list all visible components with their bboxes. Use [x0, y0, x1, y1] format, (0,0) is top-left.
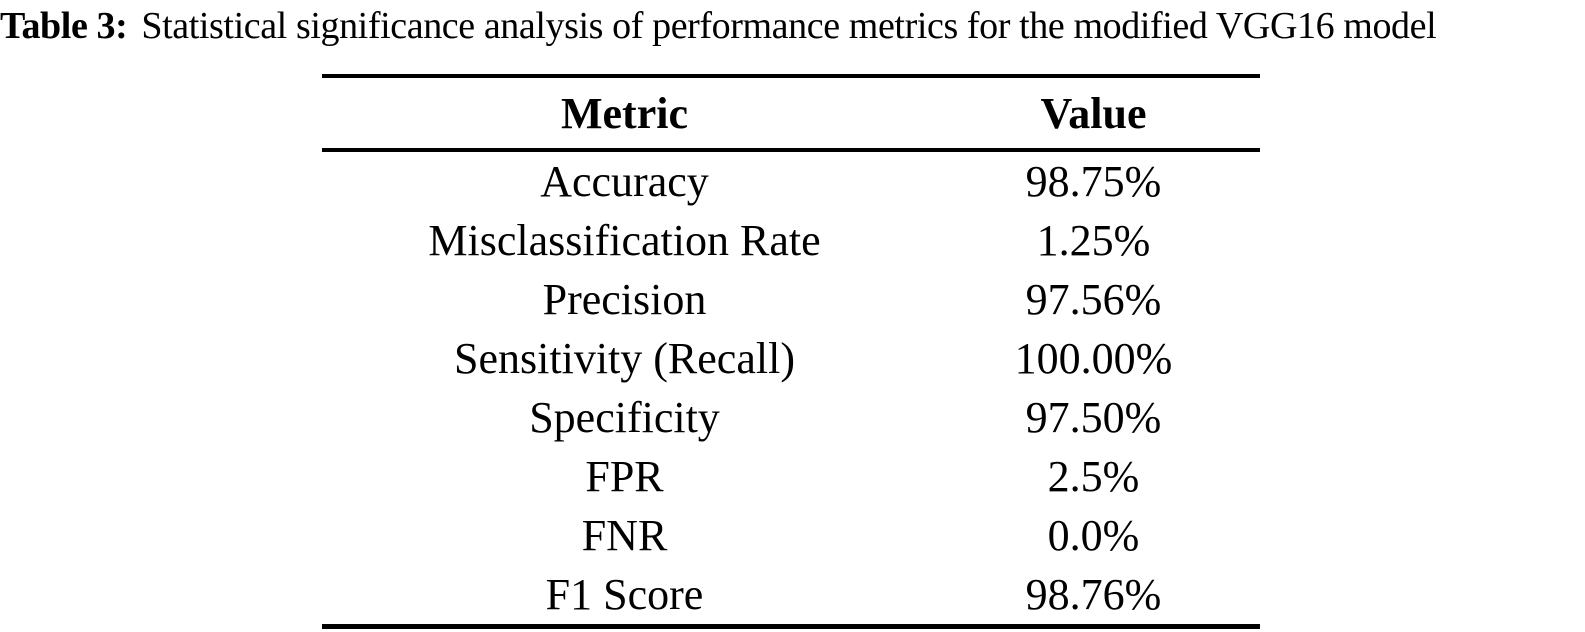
value-cell: 100.00%: [1014, 334, 1173, 383]
value-cell: 1.25%: [1036, 216, 1151, 265]
column-header-value: Value: [927, 76, 1260, 152]
metric-cell: Specificity: [529, 393, 720, 442]
value-cell: 98.76%: [1025, 570, 1162, 619]
value-cell: 97.56%: [1025, 275, 1162, 324]
table-row: Specificity 97.50%: [322, 388, 1260, 447]
table-caption-text: Statistical significance analysis of per…: [141, 5, 1437, 47]
metric-cell: Precision: [542, 275, 707, 324]
metric-cell: Accuracy: [540, 157, 709, 206]
table-row: Precision 97.56%: [322, 270, 1260, 329]
value-cell: 97.50%: [1025, 393, 1162, 442]
value-cell: 98.75%: [1025, 157, 1162, 206]
metrics-table-container: Metric Value Accuracy 98.75% Misclassifi…: [322, 74, 1260, 629]
table-row: Accuracy 98.75%: [322, 150, 1260, 211]
table-caption: Table 3: Statistical significance analysi…: [0, 2, 1585, 50]
metric-cell: F1 Score: [545, 570, 704, 619]
table-row: Sensitivity (Recall) 100.00%: [322, 329, 1260, 388]
column-header-metric: Metric: [322, 76, 927, 152]
table-row: F1 Score 98.76%: [322, 565, 1260, 627]
metric-cell: FNR: [581, 511, 668, 560]
table-row: FNR 0.0%: [322, 506, 1260, 565]
table-header-row: Metric Value: [322, 76, 1260, 152]
table-row: Misclassification Rate 1.25%: [322, 211, 1260, 270]
table-row: FPR 2.5%: [322, 447, 1260, 506]
metrics-table: Metric Value Accuracy 98.75% Misclassifi…: [322, 74, 1260, 629]
value-cell: 2.5%: [1047, 452, 1140, 501]
metric-cell: FPR: [585, 452, 664, 501]
table-caption-label: Table 3:: [0, 5, 128, 47]
metric-cell: Misclassification Rate: [428, 216, 821, 265]
value-cell: 0.0%: [1047, 511, 1140, 560]
metric-cell: Sensitivity (Recall): [454, 334, 795, 383]
